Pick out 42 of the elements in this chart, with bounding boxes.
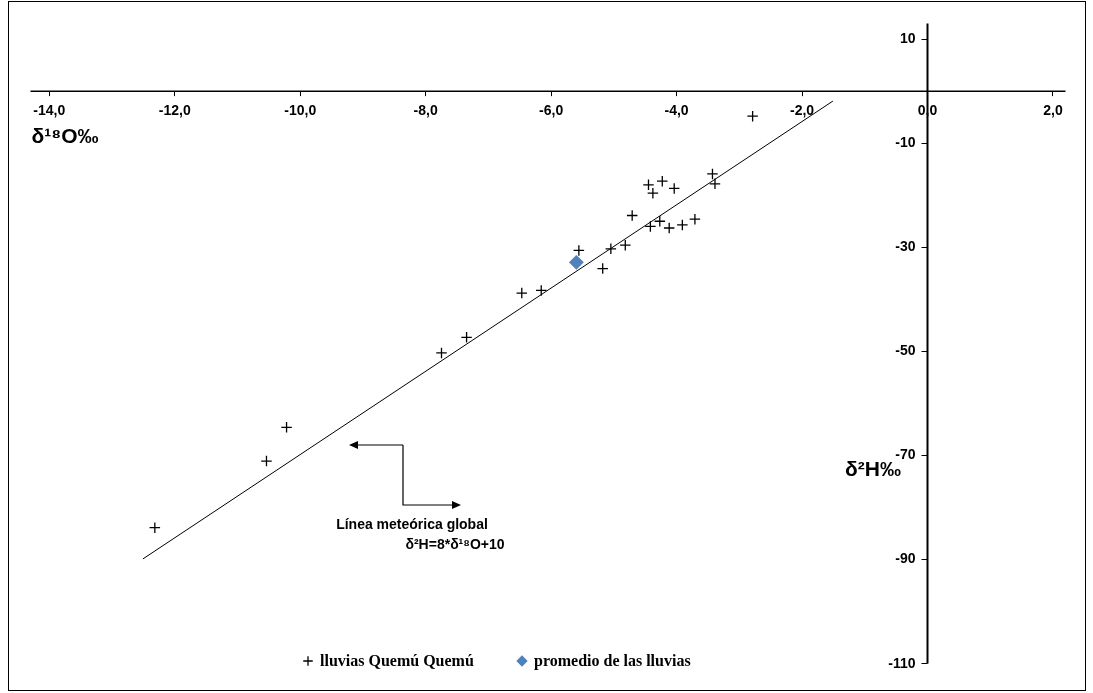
y-tick-label: -90 (895, 550, 916, 567)
legend-label: promedio de las lluvias (534, 652, 691, 670)
y-tick-label: 10 (899, 30, 916, 47)
point (596, 262, 609, 275)
point (148, 521, 161, 534)
legend-label: lluvias Quemú Quemú (320, 652, 474, 669)
x-tick-label: -10,0 (284, 102, 317, 119)
point (668, 182, 681, 195)
point (280, 421, 293, 434)
point (535, 284, 548, 297)
point (663, 222, 676, 234)
x-tick-label: -6,0 (539, 102, 564, 119)
point (460, 331, 473, 344)
point (604, 242, 617, 255)
point (676, 218, 689, 231)
point (619, 239, 632, 252)
x-tick-label: -2,0 (789, 102, 815, 119)
point (260, 455, 273, 468)
annotation: δ²H=8*δ¹⁸O+10 (405, 536, 505, 552)
point (569, 255, 584, 270)
x-tick-label: -12,0 (158, 102, 191, 119)
y-tick-label: -110 (888, 654, 916, 671)
point (709, 177, 721, 190)
x-tick-label: -4,0 (664, 102, 689, 119)
y-tick-label: -30 (895, 238, 916, 255)
point (746, 110, 759, 123)
y-tick-label: -50 (895, 342, 916, 359)
y-tick-label: -10 (895, 134, 916, 151)
annotation: Línea meteórica global (336, 516, 488, 532)
point (689, 213, 701, 226)
x-axis-title: δ¹⁸O‰ (31, 124, 99, 147)
x-tick-label: -14,0 (33, 102, 66, 119)
x-tick-label: -8,0 (413, 102, 438, 119)
point (572, 244, 585, 257)
point (653, 215, 666, 228)
point (435, 346, 448, 359)
point (515, 287, 528, 299)
point (626, 209, 639, 222)
point (656, 175, 669, 188)
x-tick-label: 2,0 (1043, 102, 1063, 119)
point (644, 220, 657, 233)
point (706, 168, 719, 180)
